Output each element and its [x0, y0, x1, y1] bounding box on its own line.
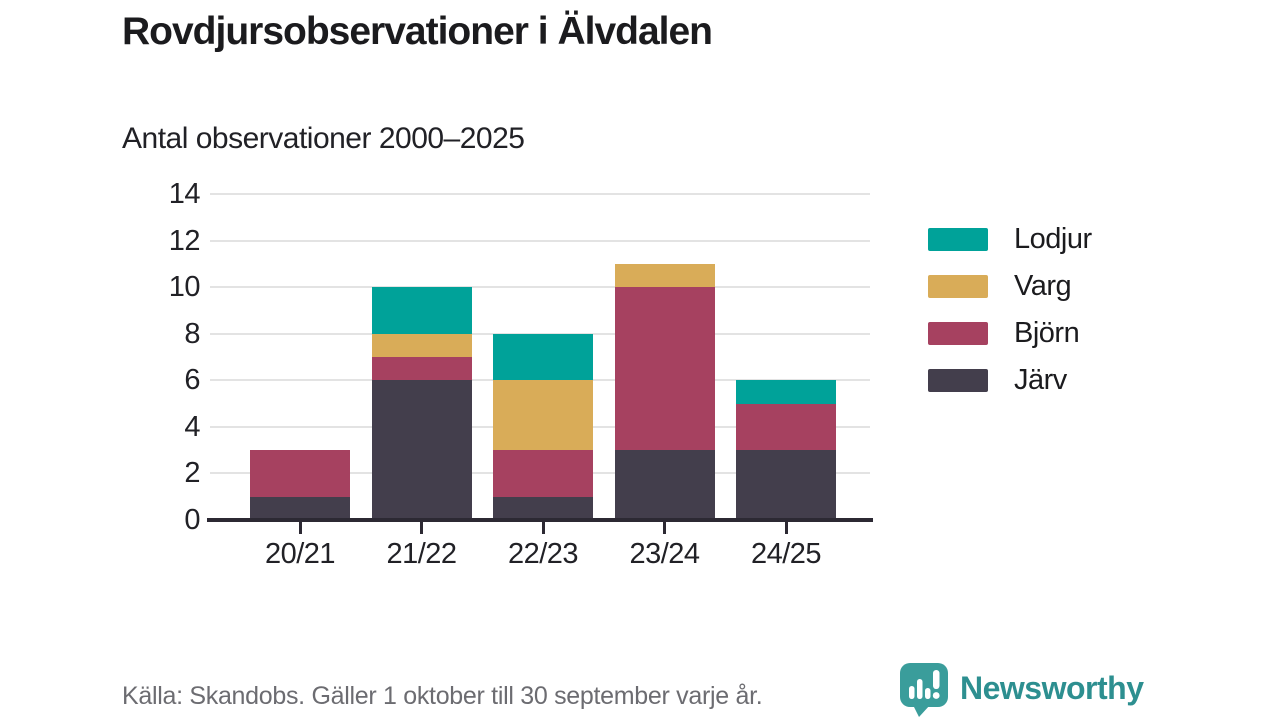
bar-24-25-björn: [736, 403, 836, 451]
bar-24-25-järv: [736, 450, 836, 520]
x-axis-tick-label: 22/23: [507, 538, 579, 570]
y-axis-tick-label: 4: [184, 410, 200, 443]
newsworthy-logo: Newsworthy: [900, 663, 1144, 717]
chart-title: Rovdjursobservationer i Älvdalen: [122, 10, 713, 53]
x-axis-tick-label: 24/25: [750, 538, 822, 570]
legend-item-varg: Varg: [928, 270, 1092, 302]
y-axis-tick-label: 0: [184, 504, 200, 536]
legend-swatch-varg: [928, 274, 988, 298]
x-axis-tick: [663, 521, 666, 534]
x-axis-tick-label: 21/22: [386, 538, 457, 570]
y-axis-tick-label: 12: [168, 224, 201, 257]
newsworthy-speech-bubble-barchart-icon: [900, 663, 948, 717]
bar-23-24-varg: [614, 263, 715, 288]
bar-22-23-björn: [493, 450, 593, 497]
legend-label: Järv: [1014, 363, 1067, 396]
y-axis-tick-label: 8: [184, 317, 200, 350]
legend-item-järv: Järv: [928, 364, 1092, 396]
bar-23-24-järv: [614, 450, 715, 520]
y-axis-tick-label: 14: [168, 178, 201, 210]
bar-23-24-björn: [614, 287, 715, 451]
bar-21-22-björn: [371, 357, 472, 381]
bar-24-25-lodjur: [736, 380, 836, 404]
gridline-y-10: [210, 286, 870, 289]
x-axis-tick: [298, 521, 302, 534]
y-axis-tick-label: 6: [184, 364, 200, 397]
bar-21-22-varg: [371, 333, 472, 357]
x-axis-tick: [420, 521, 423, 534]
x-axis-baseline: [207, 518, 873, 522]
legend-label: Björn: [1014, 316, 1080, 349]
x-axis-tick: [541, 521, 545, 534]
bar-22-23-lodjur: [493, 333, 593, 381]
legend-item-lodjur: Lodjur: [928, 223, 1092, 255]
legend-item-björn: Björn: [928, 317, 1092, 349]
legend-label: Lodjur: [1014, 222, 1092, 255]
legend-swatch-lodjur: [928, 227, 988, 251]
x-axis-tick: [784, 521, 788, 534]
bar-22-23-järv: [493, 496, 593, 520]
gridline-y-12: [210, 239, 870, 242]
x-axis-tick-label: 23/24: [629, 538, 700, 570]
gridline-y-14: [210, 193, 870, 195]
bar-21-22-lodjur: [371, 287, 472, 334]
chart-legend: Lodjur Varg Björn Järv: [928, 223, 1092, 396]
newsworthy-wordmark: Newsworthy: [960, 670, 1144, 706]
x-axis-tick-label: 20/21: [264, 538, 336, 570]
legend-label: Varg: [1014, 269, 1072, 302]
y-axis-tick-label: 2: [184, 457, 200, 490]
bar-20-21-björn: [250, 450, 350, 497]
legend-swatch-järv: [928, 368, 988, 392]
y-axis-tick-label: 10: [168, 271, 201, 304]
bar-21-22-järv: [371, 380, 472, 520]
bar-22-23-varg: [493, 380, 593, 451]
chart-subtitle: Antal observationer 2000–2025: [122, 122, 525, 155]
bar-20-21-järv: [250, 496, 350, 520]
source-note: Källa: Skandobs. Gäller 1 oktober till 3…: [122, 682, 763, 710]
legend-swatch-björn: [928, 321, 988, 345]
